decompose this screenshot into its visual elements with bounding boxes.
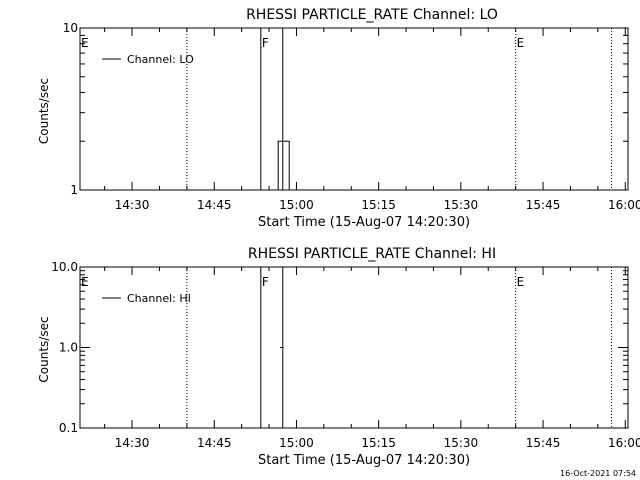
legend-label: Channel: LO <box>127 53 194 66</box>
x-tick-label: 16:00 <box>608 436 640 450</box>
x-tick-label: 14:30 <box>115 436 150 450</box>
event-annotation: F <box>262 36 269 50</box>
x-tick-label: 15:00 <box>279 436 314 450</box>
footer-timestamp: 16-Oct-2021 07:54 <box>560 469 636 478</box>
y-tick-label: 10 <box>63 21 78 35</box>
event-annotation: E <box>81 36 89 50</box>
chart-title: RHESSI PARTICLE_RATE Channel: HI <box>248 246 496 262</box>
y-tick-label: 0.1 <box>59 421 78 435</box>
x-tick-label: 15:15 <box>361 436 396 450</box>
y-tick-label: 1.0 <box>59 341 78 355</box>
event-annotation: F <box>262 275 269 289</box>
x-axis-label: Start Time (15-Aug-07 14:20:30) <box>258 453 470 468</box>
y-axis-label: Counts/sec <box>37 78 51 144</box>
event-annotation: E <box>517 275 525 289</box>
chart-panel-1: RHESSI PARTICLE_RATE Channel: LO Start Ti… <box>37 7 640 230</box>
event-annotation: E <box>81 275 89 289</box>
y-tick-label: 1 <box>70 183 78 197</box>
x-tick-label: 15:00 <box>279 198 314 212</box>
legend-label: Channel: HI <box>127 292 191 305</box>
chart-panel-2: RHESSI PARTICLE_RATE Channel: HI Start Ti… <box>37 246 640 468</box>
x-tick-label: 15:30 <box>444 198 479 212</box>
x-tick-label: 15:45 <box>526 198 561 212</box>
x-tick-label: 15:45 <box>526 436 561 450</box>
series-line <box>277 140 290 190</box>
x-tick-label: 14:45 <box>197 198 232 212</box>
x-tick-label: 14:45 <box>197 436 232 450</box>
x-tick-label: 14:30 <box>115 198 150 212</box>
y-tick-label: 10.0 <box>51 260 78 274</box>
x-tick-label: 15:15 <box>361 198 396 212</box>
chart-title: RHESSI PARTICLE_RATE Channel: LO <box>246 7 498 23</box>
x-axis-label: Start Time (15-Aug-07 14:20:30) <box>258 215 470 230</box>
y-axis-label: Counts/sec <box>37 316 51 382</box>
plot-frame <box>79 27 629 191</box>
event-annotation: E <box>517 36 525 50</box>
x-tick-label: 15:30 <box>444 436 479 450</box>
x-tick-label: 16:00 <box>608 198 640 212</box>
